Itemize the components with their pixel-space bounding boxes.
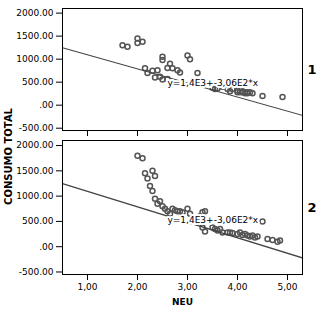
svg-text:1,00: 1,00 bbox=[77, 282, 97, 292]
svg-text:-500.00: -500.00 bbox=[19, 123, 54, 133]
html-text:CONSUMO TOTAL: CONSUMO TOTAL bbox=[2, 107, 14, 205]
svg-text:500.00: 500.00 bbox=[22, 216, 54, 226]
svg-text:2000.00: 2000.00 bbox=[16, 140, 53, 150]
svg-text:2000.00: 2000.00 bbox=[16, 8, 53, 18]
svg-text:1500.00: 1500.00 bbox=[16, 31, 53, 41]
svg-text:1000.00: 1000.00 bbox=[16, 54, 53, 64]
svg-text:.00: .00 bbox=[39, 242, 54, 252]
svg-text:2,00: 2,00 bbox=[127, 282, 147, 292]
svg-text:5,00: 5,00 bbox=[277, 282, 297, 292]
svg-text:500.00: 500.00 bbox=[22, 77, 54, 87]
svg-text:-500.00: -500.00 bbox=[19, 267, 54, 277]
svg-text:NEU: NEU bbox=[172, 297, 193, 307]
svg-text:y=1,4E3+-3,06E2*x: y=1,4E3+-3,06E2*x bbox=[168, 78, 259, 88]
svg-text:3,00: 3,00 bbox=[177, 282, 197, 292]
svg-text:1500.00: 1500.00 bbox=[16, 166, 53, 176]
svg-text:.00: .00 bbox=[39, 100, 54, 110]
svg-text:1000.00: 1000.00 bbox=[16, 191, 53, 201]
svg-text:2: 2 bbox=[308, 200, 317, 215]
svg-text:1: 1 bbox=[308, 62, 317, 77]
svg-text:y=1,4E3+-3,06E2*x: y=1,4E3+-3,06E2*x bbox=[168, 215, 259, 225]
svg-text:4,00: 4,00 bbox=[227, 282, 247, 292]
